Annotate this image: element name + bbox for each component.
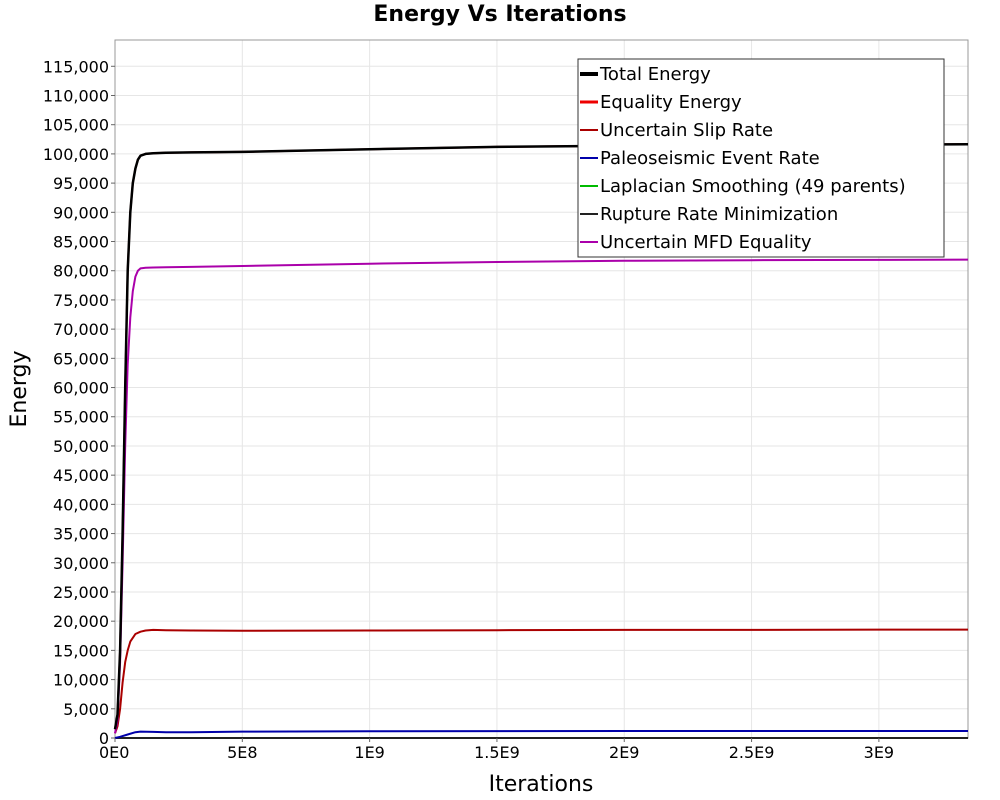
series-line-paleoseismic-event-rate bbox=[114, 730, 968, 739]
y-tick-label: 45,000 bbox=[53, 466, 109, 485]
y-tick-label: 20,000 bbox=[53, 612, 109, 631]
legend-label-uncertain-mfd-equality: Uncertain MFD Equality bbox=[600, 232, 812, 253]
y-axis-title: Energy bbox=[7, 350, 32, 427]
legend-label-laplacian-smoothing-49-parents: Laplacian Smoothing (49 parents) bbox=[600, 176, 906, 197]
y-tick-label: 90,000 bbox=[53, 203, 109, 222]
y-tick-label: 5,000 bbox=[63, 700, 109, 719]
x-axis-title: Iterations bbox=[489, 772, 594, 797]
y-tick-label: 30,000 bbox=[53, 554, 109, 573]
y-tick-label: 100,000 bbox=[43, 145, 109, 164]
legend: Total Energy Equality Energy Uncertain Sli… bbox=[577, 58, 945, 258]
y-tick-label: 80,000 bbox=[53, 262, 109, 281]
y-tick-label: 85,000 bbox=[53, 233, 109, 252]
x-tick-label: 1.5E9 bbox=[474, 743, 520, 762]
legend-label-paleoseismic-event-rate: Paleoseismic Event Rate bbox=[600, 148, 820, 169]
chart-title: Energy Vs Iterations bbox=[373, 2, 627, 27]
x-tick-label: 0E0 bbox=[99, 743, 129, 762]
y-tick-label: 55,000 bbox=[53, 408, 109, 427]
y-tick-label: 50,000 bbox=[53, 437, 109, 456]
x-tick-label: 5E8 bbox=[227, 743, 257, 762]
y-tick-label: 40,000 bbox=[53, 495, 109, 514]
y-tick-label: 110,000 bbox=[43, 86, 109, 105]
y-tick-label: 15,000 bbox=[53, 641, 109, 660]
y-tick-label: 70,000 bbox=[53, 320, 109, 339]
series-line-total-energy bbox=[113, 143, 969, 730]
legend-label-rupture-rate-minimization: Rupture Rate Minimization bbox=[600, 204, 838, 225]
legend-label-uncertain-slip-rate: Uncertain Slip Rate bbox=[600, 120, 773, 141]
y-tick-label: 65,000 bbox=[53, 349, 109, 368]
y-tick-label: 10,000 bbox=[53, 671, 109, 690]
y-tick-label: 75,000 bbox=[53, 291, 109, 310]
x-tick-label: 2.5E9 bbox=[729, 743, 775, 762]
legend-label-equality-energy: Equality Energy bbox=[600, 92, 742, 113]
y-tick-label: 105,000 bbox=[43, 116, 109, 135]
x-tick-label: 3E9 bbox=[864, 743, 894, 762]
x-tick-label: 2E9 bbox=[609, 743, 639, 762]
series-line-uncertain-mfd-equality bbox=[114, 258, 969, 734]
axis-layer: 0 5,000 10,000 15,000 20,000 25,000 30,000 35,0… bbox=[43, 57, 894, 762]
y-tick-label: 0 bbox=[99, 729, 109, 748]
y-tick-label: 95,000 bbox=[53, 174, 109, 193]
series-layer bbox=[113, 143, 969, 739]
series-line-uncertain-slip-rate bbox=[114, 628, 968, 734]
y-tick-label: 25,000 bbox=[53, 583, 109, 602]
y-tick-label: 35,000 bbox=[53, 525, 109, 544]
y-tick-label: 60,000 bbox=[53, 379, 109, 398]
x-tick-label: 1E9 bbox=[354, 743, 384, 762]
legend-label-total-energy: Total Energy bbox=[599, 64, 711, 85]
y-tick-label: 115,000 bbox=[43, 57, 109, 76]
legend-box bbox=[577, 58, 945, 258]
